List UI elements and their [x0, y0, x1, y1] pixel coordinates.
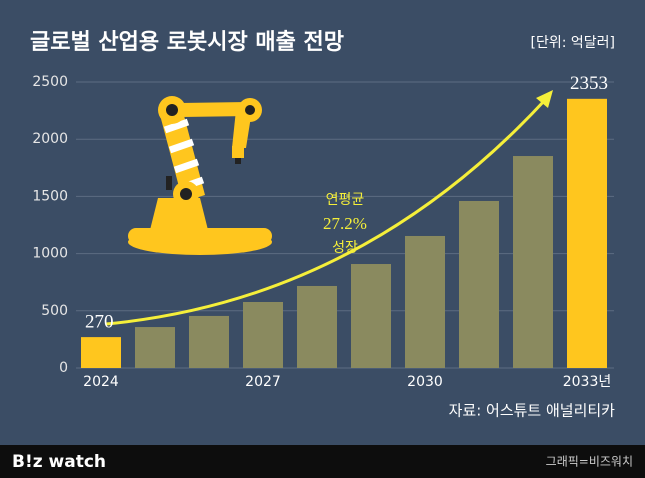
- y-tick-label: 1500: [32, 188, 68, 204]
- bar: [243, 301, 283, 368]
- bar: [297, 285, 337, 368]
- bar: [459, 200, 499, 368]
- bar: [189, 315, 229, 368]
- annotation: 성장: [332, 240, 358, 256]
- bar: [405, 235, 445, 368]
- y-tick-label: 2000: [32, 131, 68, 147]
- logo: B!z watch: [12, 452, 106, 472]
- annotation: 연평균: [326, 192, 365, 208]
- robot-illustration: [128, 96, 272, 255]
- unit-label: [단위: 억달러]: [531, 35, 616, 51]
- bar: [351, 264, 391, 368]
- y-tick-label: 0: [59, 360, 68, 376]
- y-tick-label: 1000: [32, 246, 68, 262]
- bars: [81, 98, 607, 368]
- y-tick-label: 2500: [32, 74, 68, 90]
- credit: 그래픽=비즈워치: [546, 455, 633, 469]
- trend-arrow: [105, 98, 547, 326]
- bar: [135, 327, 175, 368]
- x-tick-label: 2030: [407, 374, 443, 390]
- chart-title: 글로벌 산업용 로봇시장 매출 전망: [30, 30, 344, 55]
- y-tick-label: 500: [41, 303, 68, 319]
- bar: [513, 156, 553, 368]
- value-label: 270: [85, 311, 114, 332]
- x-tick-label: 2027: [245, 374, 281, 390]
- bar: [567, 98, 607, 368]
- footer-bar: [0, 445, 645, 478]
- x-tick-label: 2024: [83, 374, 119, 390]
- annotation: 27.2%: [323, 214, 367, 233]
- bar: [81, 337, 121, 368]
- source: 자료: 어스튜트 애널리티카: [449, 402, 616, 420]
- value-label: 2353: [570, 73, 608, 94]
- x-tick-label: 2033년: [563, 374, 612, 390]
- arrow-head: [536, 90, 553, 108]
